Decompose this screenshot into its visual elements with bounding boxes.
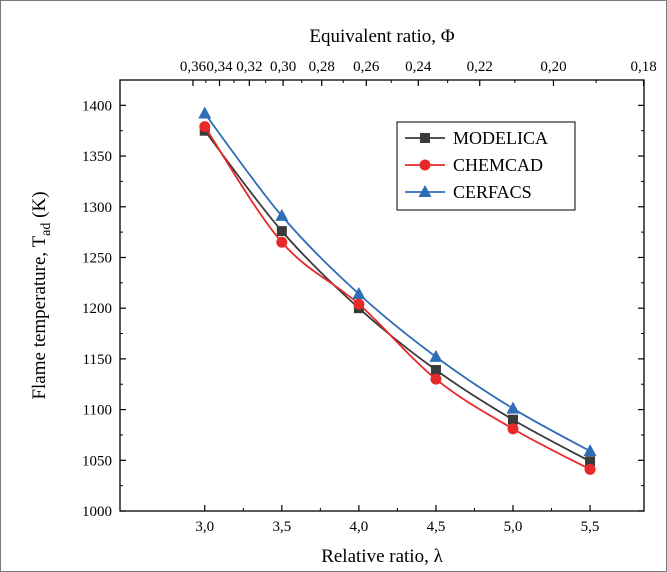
data-point-cerfacs [429,349,443,362]
data-point-chemcad [353,298,365,310]
y-tick-label: 1150 [83,352,112,368]
data-point-cerfacs [583,444,597,457]
x-tick-label: 5,5 [581,519,600,535]
top-tick-label: 0,34 [206,59,233,75]
legend-marker-cerfacs [418,185,432,197]
legend-marker-chemcad [419,159,431,171]
data-point-chemcad [199,121,211,133]
top-tick-label: 0,30 [270,59,296,75]
x-tick-label: 3,5 [272,519,291,535]
data-point-cerfacs [198,106,212,119]
top-tick-label: 0,20 [540,59,566,75]
x-tick-label: 5,0 [504,519,523,535]
data-point-modelica [508,414,518,425]
legend-label-chemcad: CHEMCAD [453,155,543,175]
data-point-cerfacs [275,208,289,221]
top-tick-label: 0,26 [353,59,380,75]
data-point-cerfacs [352,286,366,299]
top-tick-label: 0,24 [405,59,432,75]
data-point-chemcad [507,423,519,435]
top-axis-title: Equivalent ratio, Φ [309,26,454,47]
y-tick-label: 1200 [82,301,112,317]
x-tick-label: 4,0 [350,519,369,535]
top-tick-label: 0,32 [236,59,262,75]
y-tick-label: 1000 [82,504,112,520]
data-point-chemcad [276,236,288,248]
x-axis-title: Relative ratio, λ [321,546,443,567]
top-tick-label: 0,36 [180,59,207,75]
x-tick-label: 4,5 [427,519,446,535]
data-point-modelica [585,456,596,467]
legend-label-cerfacs: CERFACS [453,182,532,202]
y-tick-label: 1100 [83,403,112,419]
y-tick-label: 1050 [82,453,112,469]
y-axis-title: Flame temperature, Tad (K) [29,191,54,399]
data-point-modelica [430,365,441,376]
data-point-cerfacs [506,401,520,414]
y-tick-label: 1300 [82,200,112,216]
top-tick-label: 0,18 [630,59,656,75]
data-point-chemcad [584,463,596,475]
plot-area [119,79,645,512]
x-tick-label: 3,0 [195,519,214,535]
top-tick-label: 0,28 [309,59,335,75]
data-point-modelica [276,226,287,237]
data-point-chemcad [430,373,442,385]
y-tick-label: 1400 [82,98,112,114]
legend-label-modelica: MODELICA [453,128,548,148]
y-tick-label: 1250 [82,250,112,266]
y-tick-label: 1350 [82,149,112,165]
legend-marker-modelica [420,133,430,143]
top-tick-label: 0,22 [467,59,493,75]
